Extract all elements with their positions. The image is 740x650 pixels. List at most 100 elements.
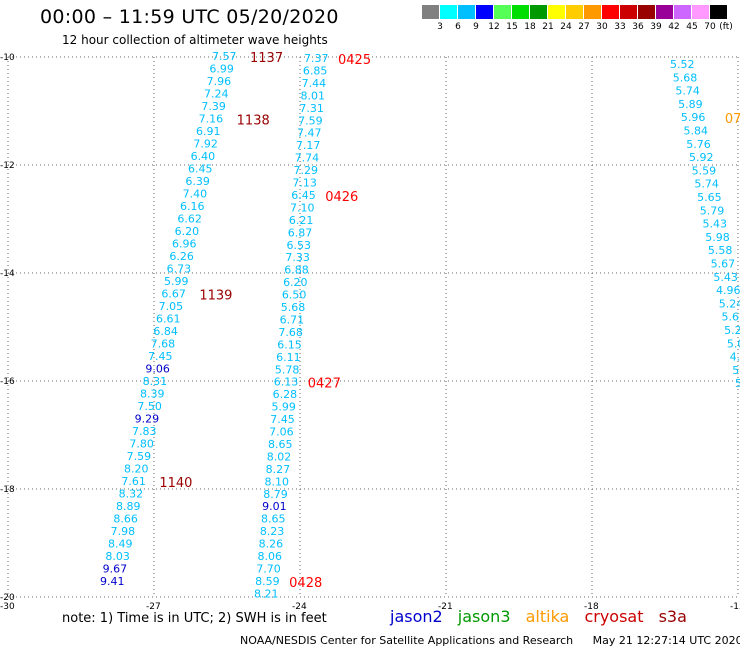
credit-line: NOAA/NESDIS Center for Satellite Applica… xyxy=(240,634,740,647)
wave-height-value: 7.17 xyxy=(296,139,321,152)
wave-height-value: 6.15 xyxy=(277,338,302,351)
wave-height-value: 7.29 xyxy=(294,164,319,177)
color-scale-unit: (ft) xyxy=(719,22,733,32)
color-scale-swatch xyxy=(530,5,547,19)
color-scale-swatch xyxy=(656,5,673,19)
pass-time-label: 0428 xyxy=(289,576,322,591)
wave-height-value: 5.52 xyxy=(670,58,695,71)
wave-height-value: 5.58 xyxy=(708,244,733,257)
wave-height-value: 8.03 xyxy=(105,550,130,563)
wave-height-value: 5.96 xyxy=(681,111,706,124)
wave-height-value: 7.13 xyxy=(292,177,317,190)
wave-height-value: 7.83 xyxy=(132,425,157,438)
pass-time-label: 1140 xyxy=(159,476,192,491)
wave-height-value: 7.37 xyxy=(304,52,329,65)
wave-height-value: 5.24 xyxy=(719,297,740,310)
pass-time-label: 1139 xyxy=(199,289,232,304)
color-scale-label: 24 xyxy=(560,22,572,32)
color-scale-label: 33 xyxy=(614,22,626,32)
legend-jason3: jason3 xyxy=(457,607,511,626)
wave-height-value: 7.40 xyxy=(183,188,208,201)
wave-height-value: 5.43 xyxy=(703,218,728,231)
wave-height-value: 6.21 xyxy=(289,214,314,227)
legend-jason2: jason2 xyxy=(390,607,443,626)
wave-height-value: 5.79 xyxy=(700,204,725,217)
wave-height-value: 7.50 xyxy=(137,400,162,413)
color-scale-swatch xyxy=(566,5,583,19)
color-scale-label: 12 xyxy=(488,22,500,32)
wave-height-value: 6.20 xyxy=(175,225,200,238)
wave-height-value: 7.31 xyxy=(299,102,324,115)
axis-tick-labels: -10 -12 -14 -16 -18 -20-30 -27 -24 -21 -18 -15 xyxy=(0,53,740,612)
footer-note: note: 1) Time is in UTC; 2) SWH is in fe… xyxy=(62,611,327,626)
wave-height-value: 6.61 xyxy=(156,313,181,326)
wave-height-value: 7.98 xyxy=(111,525,135,538)
wave-height-value: 6.26 xyxy=(169,250,194,263)
wave-height-value: 5.92 xyxy=(689,151,714,164)
lon-tick-label: -18 xyxy=(584,602,599,612)
wave-height-value: 9.41 xyxy=(100,575,125,588)
wave-height-value: 7.10 xyxy=(290,201,315,214)
color-scale-swatch xyxy=(584,5,601,19)
wave-height-value: 7.59 xyxy=(298,114,323,127)
pass-time-label: 070 xyxy=(725,112,740,127)
wave-height-value: 8.27 xyxy=(266,463,291,476)
altimeter-observations: 7.576.997.967.247.397.166.917.926.406.45… xyxy=(100,50,740,600)
wave-height-value: 5.65 xyxy=(697,191,722,204)
wave-height-value: 7.39 xyxy=(201,100,226,113)
lat-tick-label: -16 xyxy=(0,377,15,387)
pass-time-label: 1138 xyxy=(237,114,270,129)
wave-height-value: 6.13 xyxy=(274,376,299,389)
wave-height-value: 6.45 xyxy=(291,189,316,202)
color-scale-swatch xyxy=(692,5,709,19)
wave-height-value: 6.96 xyxy=(172,238,197,251)
wave-height-value: 7.33 xyxy=(285,251,310,264)
wave-height-value: 7.70 xyxy=(256,562,281,575)
wave-height-value: 7.59 xyxy=(127,450,151,463)
wave-height-value: 7.47 xyxy=(297,127,322,140)
color-scale-label: 9 xyxy=(473,22,479,32)
pass-time-label: 1137 xyxy=(250,51,283,66)
wave-height-value: 7.16 xyxy=(199,113,224,126)
wave-height-value: 7.68 xyxy=(151,338,176,351)
wave-height-value: 6.50 xyxy=(282,289,307,302)
wave-height-value: 7.68 xyxy=(278,326,303,339)
wave-height-value: 5.98 xyxy=(705,231,730,244)
legend-cryosat: cryosat xyxy=(584,607,644,626)
wave-height-value: 5 xyxy=(735,377,740,390)
wave-height-value: 5.78 xyxy=(275,363,300,376)
credit-text: NOAA/NESDIS Center for Satellite Applica… xyxy=(240,634,574,647)
wave-height-value: 5 xyxy=(732,364,739,377)
color-scale-label: 27 xyxy=(578,22,590,32)
wave-height-value: 9.67 xyxy=(103,563,128,576)
wave-height-value: 6.11 xyxy=(276,351,301,364)
pass-time-label: 0426 xyxy=(325,190,358,205)
lon-tick-label: -21 xyxy=(438,602,453,612)
color-scale-swatch xyxy=(620,5,637,19)
color-scale-label: 6 xyxy=(455,22,461,32)
color-scale-label: 3 xyxy=(437,22,443,32)
color-scale-label: 18 xyxy=(524,22,536,32)
wave-height-value: 6.99 xyxy=(209,63,234,76)
wave-height-value: 5.59 xyxy=(692,164,717,177)
wave-height-value: 7.05 xyxy=(159,300,184,313)
wave-height-value: 8.23 xyxy=(260,525,285,538)
wave-height-value: 5.67 xyxy=(711,258,736,271)
color-scale-label: 42 xyxy=(668,22,680,32)
color-scale-swatch xyxy=(476,5,493,19)
wave-height-value: 5.68 xyxy=(281,301,306,314)
credit-timestamp: May 21 12:27:14 UTC 2020 xyxy=(592,634,740,647)
wave-height-value: 5.43 xyxy=(713,271,738,284)
color-scale-label: 70 xyxy=(704,22,716,32)
wave-height-value: 5.0 xyxy=(727,337,740,350)
wave-height-value: 7.45 xyxy=(148,350,173,363)
wave-height-value: 6.45 xyxy=(188,163,213,176)
wave-height-value: 9.06 xyxy=(145,363,170,376)
wave-height-value: 8.26 xyxy=(259,538,284,551)
color-scale-swatch xyxy=(512,5,529,19)
wave-height-value: 6.84 xyxy=(153,325,178,338)
wave-height-value: 6.87 xyxy=(288,226,313,239)
wave-height-value: 8.89 xyxy=(116,500,141,513)
color-scale-swatch xyxy=(602,5,619,19)
lon-tick-label: -27 xyxy=(146,602,161,612)
